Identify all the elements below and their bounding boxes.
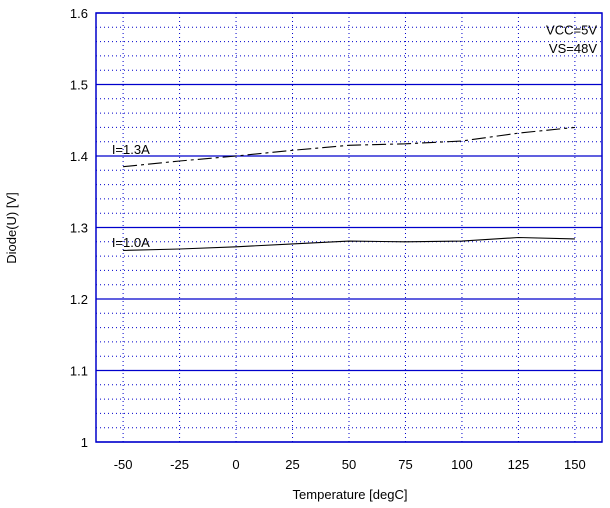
x-tick-label: 125 — [508, 457, 530, 472]
data-point — [518, 133, 519, 134]
x-tick-label: 100 — [451, 457, 473, 472]
plot-frame — [95, 12, 603, 443]
y-tick-label: 1.1 — [70, 364, 88, 379]
data-point — [123, 166, 124, 167]
y-tick-label: 1.2 — [70, 292, 88, 307]
y-tick-label: 1.3 — [70, 221, 88, 236]
series-line — [123, 126, 575, 168]
x-tick-label: -25 — [170, 457, 189, 472]
data-point — [235, 155, 236, 156]
plot-border — [95, 12, 603, 443]
data-point — [574, 127, 575, 128]
x-tick-label: 25 — [285, 457, 299, 472]
data-point — [348, 145, 349, 146]
data-point — [405, 241, 406, 242]
data-point — [574, 238, 575, 239]
annotation-label: VCC=5V — [546, 22, 597, 37]
y-tick-label: 1 — [81, 435, 88, 450]
grid — [96, 12, 602, 443]
annotation-label: I=1.3A — [112, 142, 150, 157]
annotation-label: I=1.0A — [112, 235, 150, 250]
y-tick-label: 1.5 — [70, 78, 88, 93]
x-tick-label: -50 — [114, 457, 133, 472]
data-point — [292, 243, 293, 244]
data-point — [292, 150, 293, 151]
data-point — [405, 143, 406, 144]
x-tick-label: 50 — [342, 457, 356, 472]
data-point — [518, 237, 519, 238]
data-point — [461, 240, 462, 241]
series-2 — [123, 126, 575, 168]
x-tick-label: 75 — [398, 457, 412, 472]
x-tick-label: 150 — [564, 457, 586, 472]
y-tick-label: 1.4 — [70, 149, 88, 164]
x-tick-label: 0 — [232, 457, 239, 472]
data-point — [348, 240, 349, 241]
annotation-label: VS=48V — [549, 41, 597, 56]
annotations: I=1.3A I=1.0A VCC=5V VS=48V — [112, 22, 598, 249]
y-axis-ticks: 1 1.1 1.2 1.3 1.4 1.5 1.6 — [70, 6, 88, 450]
x-axis-ticks: -50 -25 0 25 50 75 100 125 150 — [114, 457, 586, 472]
series-line — [123, 236, 575, 251]
series-group — [123, 126, 575, 251]
data-point — [123, 250, 124, 251]
x-axis-title: Temperature [degC] — [293, 487, 408, 502]
data-point — [461, 140, 462, 141]
y-tick-label: 1.6 — [70, 6, 88, 21]
data-point — [179, 160, 180, 161]
series-1 — [123, 236, 575, 251]
data-point — [235, 246, 236, 247]
y-axis-title: Diode(U) [V] — [4, 192, 19, 264]
data-point — [179, 248, 180, 249]
